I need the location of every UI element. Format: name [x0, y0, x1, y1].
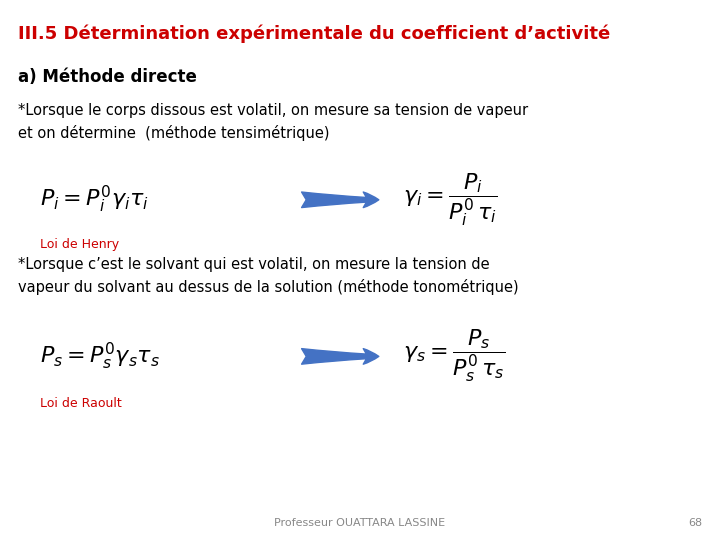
Text: Loi de Henry: Loi de Henry: [40, 238, 119, 251]
Text: $\gamma_s = \dfrac{P_s}{P_s^0 \, \tau_s}$: $\gamma_s = \dfrac{P_s}{P_s^0 \, \tau_s}…: [403, 328, 505, 384]
Text: $\gamma_i = \dfrac{P_i}{P_i^0 \, \tau_i}$: $\gamma_i = \dfrac{P_i}{P_i^0 \, \tau_i}…: [403, 172, 498, 228]
Text: a) Méthode directe: a) Méthode directe: [18, 68, 197, 85]
Text: Professeur OUATTARA LASSINE: Professeur OUATTARA LASSINE: [274, 518, 446, 528]
Text: *Lorsque le corps dissous est volatil, on mesure sa tension de vapeur
et on déte: *Lorsque le corps dissous est volatil, o…: [18, 103, 528, 141]
Text: Loi de Raoult: Loi de Raoult: [40, 397, 122, 410]
Text: III.5 Détermination expérimentale du coefficient d’activité: III.5 Détermination expérimentale du coe…: [18, 24, 611, 43]
Text: 68: 68: [688, 518, 702, 528]
Text: $P_i = P_i^0 \gamma_i \tau_i$: $P_i = P_i^0 \gamma_i \tau_i$: [40, 184, 148, 215]
Text: *Lorsque c’est le solvant qui est volatil, on mesure la tension de
vapeur du sol: *Lorsque c’est le solvant qui est volati…: [18, 256, 518, 295]
Text: $P_s = P_s^0 \gamma_s \tau_s$: $P_s = P_s^0 \gamma_s \tau_s$: [40, 341, 160, 372]
